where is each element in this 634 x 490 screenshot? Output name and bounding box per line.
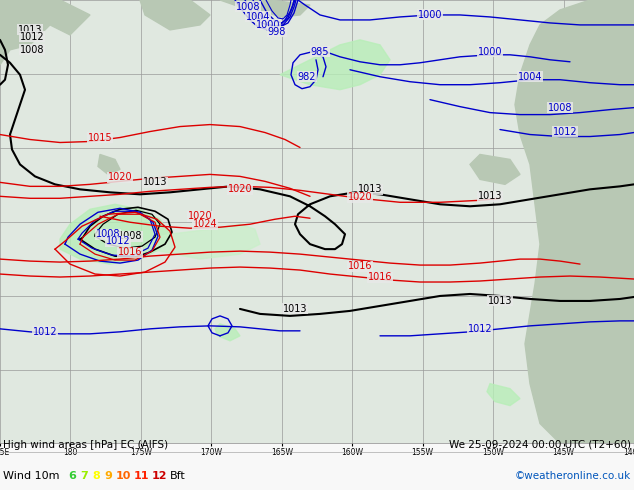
Text: 1012: 1012 (33, 327, 57, 337)
Text: 1016: 1016 (348, 261, 372, 271)
Text: 8: 8 (92, 471, 100, 481)
Text: 1000: 1000 (478, 47, 502, 57)
Text: 1013: 1013 (18, 25, 42, 35)
Text: 1012: 1012 (106, 236, 131, 246)
Text: 11: 11 (134, 471, 150, 481)
Polygon shape (220, 0, 310, 17)
Text: 1008: 1008 (118, 231, 142, 241)
Text: 1013: 1013 (143, 177, 167, 187)
Polygon shape (60, 204, 170, 264)
Text: 1015: 1015 (87, 132, 112, 143)
Polygon shape (470, 154, 520, 184)
Polygon shape (0, 0, 90, 65)
Text: 1012: 1012 (553, 126, 578, 137)
Text: 982: 982 (298, 72, 316, 82)
Polygon shape (98, 154, 120, 174)
Text: We 25-09-2024 00:00 UTC (T2+60): We 25-09-2024 00:00 UTC (T2+60) (449, 440, 631, 449)
Polygon shape (140, 0, 210, 30)
Text: 1004: 1004 (246, 12, 270, 22)
Text: 6: 6 (68, 471, 76, 481)
Text: 10: 10 (116, 471, 131, 481)
Text: 998: 998 (268, 27, 286, 37)
Text: 1016: 1016 (118, 247, 142, 257)
Text: Bft: Bft (170, 471, 186, 481)
Text: 1008: 1008 (236, 2, 260, 12)
Text: 1013: 1013 (358, 184, 382, 195)
Polygon shape (280, 40, 390, 90)
Text: 1016: 1016 (368, 272, 392, 282)
Text: 1013: 1013 (478, 191, 502, 201)
Text: 1012: 1012 (20, 32, 44, 42)
Polygon shape (515, 0, 634, 443)
Text: 1004: 1004 (518, 72, 542, 82)
Text: 985: 985 (311, 47, 329, 57)
Text: 9: 9 (104, 471, 112, 481)
Text: High wind areas [hPa] EC (AIFS): High wind areas [hPa] EC (AIFS) (3, 440, 168, 449)
Text: 7: 7 (80, 471, 87, 481)
Text: 1020: 1020 (108, 172, 133, 182)
Text: 1012: 1012 (468, 324, 493, 334)
Text: 1020: 1020 (347, 192, 372, 202)
Polygon shape (215, 324, 240, 341)
Text: 1013: 1013 (488, 296, 512, 306)
Text: 1020: 1020 (188, 211, 212, 221)
Text: 1000: 1000 (256, 20, 280, 30)
Text: 1024: 1024 (193, 219, 217, 229)
Polygon shape (150, 224, 260, 259)
Text: 1000: 1000 (418, 10, 443, 20)
Text: ©weatheronline.co.uk: ©weatheronline.co.uk (515, 471, 631, 481)
Text: 1008: 1008 (20, 45, 44, 55)
Text: 1020: 1020 (228, 184, 252, 195)
Polygon shape (487, 384, 520, 406)
Text: 1008: 1008 (96, 229, 120, 239)
Text: 12: 12 (152, 471, 167, 481)
Text: 1008: 1008 (548, 102, 573, 113)
Text: 1013: 1013 (283, 304, 307, 314)
Text: Wind 10m: Wind 10m (3, 471, 60, 481)
